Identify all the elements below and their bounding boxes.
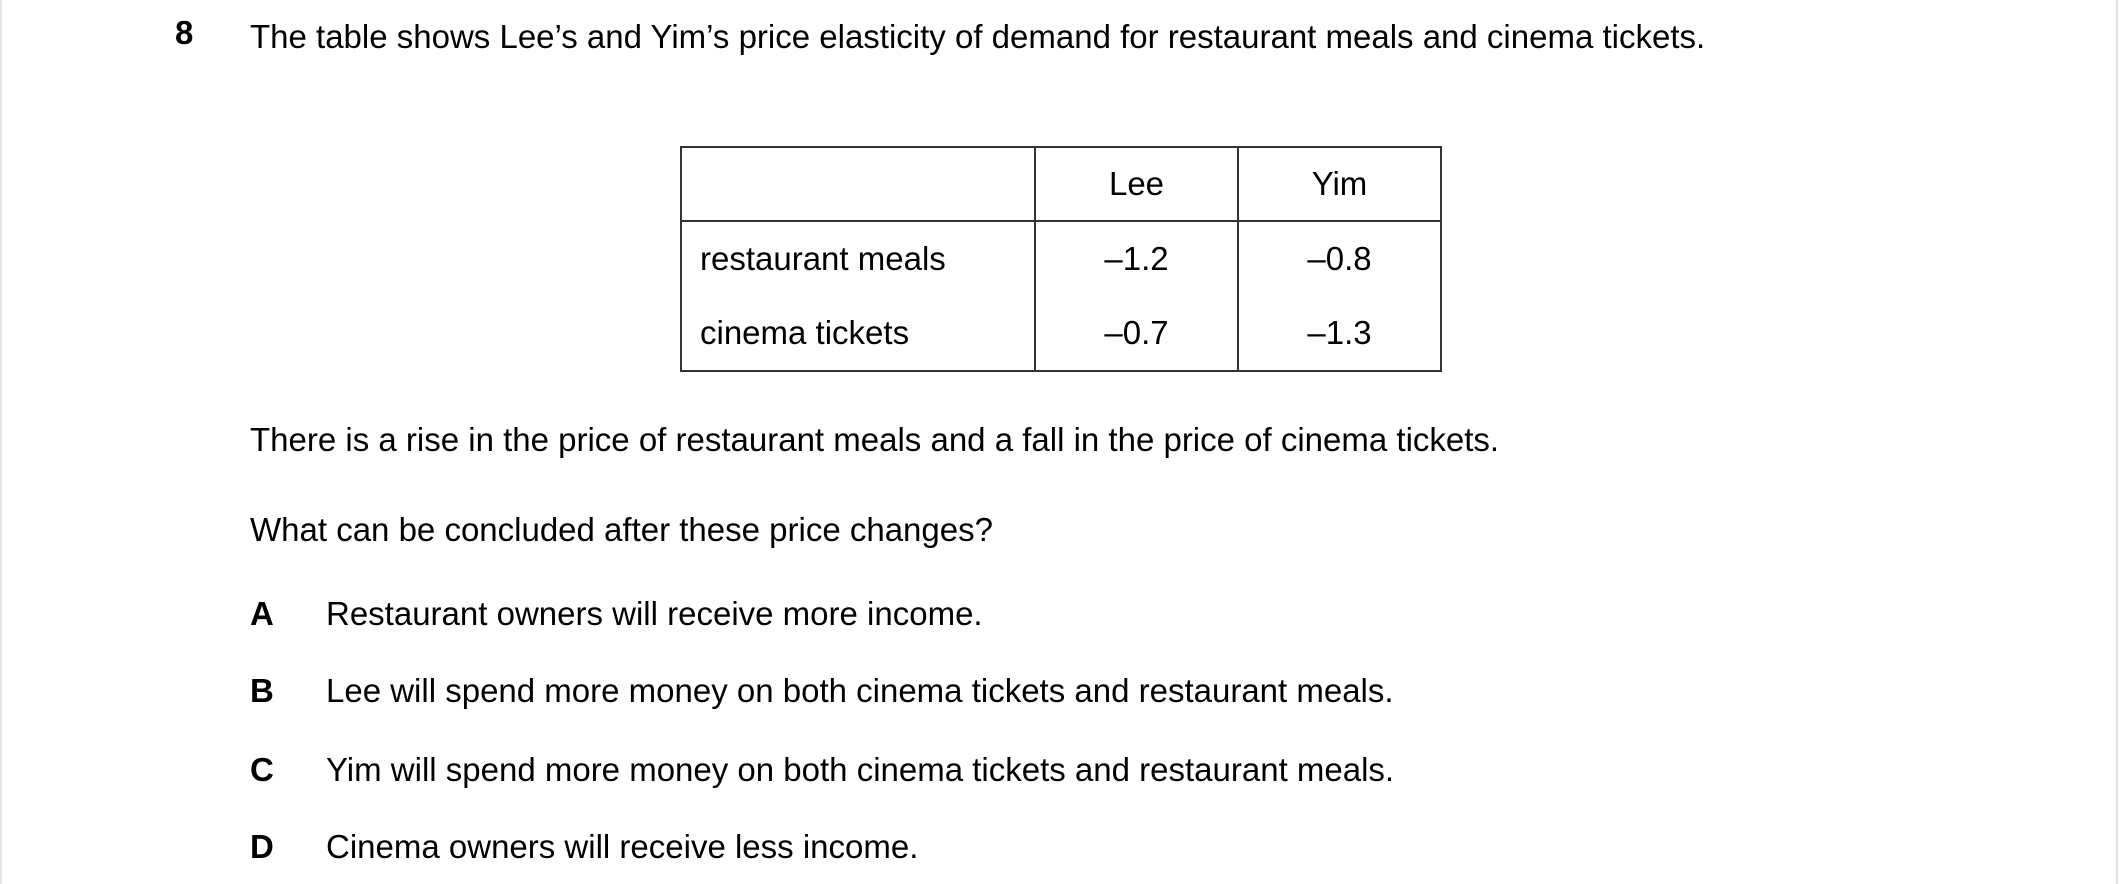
cell-lee: –0.7: [1034, 296, 1239, 372]
table-header-blank: [680, 146, 1036, 222]
table-header-lee: Lee: [1034, 146, 1239, 222]
table-row: restaurant meals –1.2 –0.8: [680, 220, 1442, 296]
option-key: C: [250, 751, 274, 788]
option-key: B: [250, 672, 274, 709]
context-text: There is a rise in the price of restaura…: [250, 421, 1500, 458]
question-number: 8: [175, 14, 194, 51]
table-header-row: Lee Yim: [680, 146, 1442, 222]
table-row: cinema tickets –0.7 –1.3: [680, 296, 1442, 372]
cell-lee: –1.2: [1034, 220, 1239, 296]
question-stem: The table shows Lee’s and Yim’s price el…: [250, 18, 1706, 55]
option-key: D: [250, 828, 274, 865]
elasticity-table: Lee Yim restaurant meals –1.2 –0.8 cinem…: [680, 146, 1442, 372]
table-header-yim: Yim: [1237, 146, 1442, 222]
option-key: A: [250, 595, 274, 632]
option-text: Cinema owners will receive less income.: [326, 828, 919, 865]
option-text: Yim will spend more money on both cinema…: [326, 751, 1395, 788]
prompt-text: What can be concluded after these price …: [250, 511, 993, 548]
option-text: Lee will spend more money on both cinema…: [326, 672, 1394, 709]
cell-yim: –1.3: [1237, 296, 1442, 372]
row-label: restaurant meals: [680, 220, 1036, 296]
page-edge-right: [2116, 0, 2118, 884]
option-text: Restaurant owners will receive more inco…: [326, 595, 983, 632]
row-label: cinema tickets: [680, 296, 1036, 372]
page-edge-left: [0, 0, 2, 884]
cell-yim: –0.8: [1237, 220, 1442, 296]
